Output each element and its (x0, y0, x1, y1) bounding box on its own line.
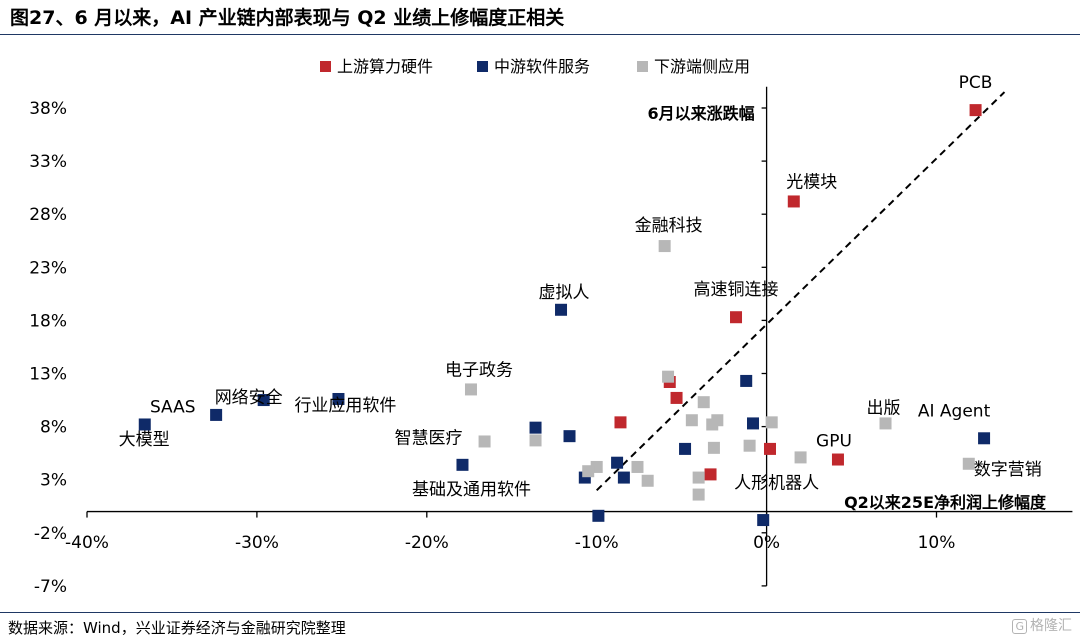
y-axis-title: 6月以来涨跌幅 (647, 104, 754, 123)
data-point (692, 471, 705, 484)
data-point (685, 414, 698, 427)
y-tick-label: -2% (34, 524, 67, 544)
data-point (478, 435, 491, 448)
point-label: 大模型 (119, 430, 170, 450)
data-point (730, 311, 743, 324)
y-tick-label: 8% (40, 418, 67, 438)
legend-label: 上游算力硬件 (337, 57, 433, 76)
y-tick-label: 3% (40, 471, 67, 491)
source-note: 数据来源：Wind，兴业证券经济与金融研究院整理 (8, 619, 346, 637)
data-point (747, 417, 760, 430)
scatter-chart: -40% -30% -20% -10% 0% 10% 38% 33% 28% 23% 18% 13% 8… (29, 57, 1073, 597)
legend-swatch (477, 61, 488, 72)
data-point (592, 509, 605, 522)
point-label: 智慧医疗 (395, 428, 463, 448)
point-label: GPU (816, 432, 852, 452)
y-tick-label: 38% (29, 99, 67, 119)
y-tick-label: -7% (34, 577, 67, 597)
data-point (969, 104, 982, 117)
y-tick-label: 33% (29, 152, 67, 172)
data-point (563, 430, 576, 443)
data-point (210, 408, 223, 421)
data-point (978, 432, 991, 445)
point-label: 出版 (867, 398, 901, 418)
data-point (743, 439, 756, 452)
point-label: 网络安全 (215, 388, 283, 408)
data-point (831, 453, 844, 466)
point-label: 行业应用软件 (294, 396, 396, 416)
x-tick-label: 0% (753, 533, 780, 553)
data-point (617, 471, 630, 484)
data-point (757, 514, 770, 527)
x-tick-label: -40% (65, 533, 109, 553)
legend-label: 中游软件服务 (494, 57, 590, 76)
point-label: SAAS (150, 397, 196, 417)
data-point (740, 374, 753, 387)
data-point (711, 414, 724, 427)
y-tick-label: 28% (29, 205, 67, 225)
point-label: PCB (959, 73, 993, 93)
point-label: 基础及通用软件 (412, 480, 531, 500)
data-point (692, 488, 705, 501)
data-point (787, 195, 800, 208)
legend-label: 下游端侧应用 (654, 57, 750, 76)
data-point (529, 434, 542, 447)
x-tick-label: -20% (405, 533, 449, 553)
logo-mark-icon: G (1012, 619, 1027, 634)
point-label: 虚拟人 (539, 283, 590, 303)
logo-text: 格隆汇 (1030, 618, 1072, 634)
data-point (765, 416, 778, 429)
data-point (679, 442, 692, 455)
figure-title: 图27、6 月以来，AI 产业链内部表现与 Q2 业绩上修幅度正相关 (10, 7, 565, 29)
data-point (962, 457, 975, 470)
data-point (641, 474, 654, 487)
trend-line (596, 91, 1006, 492)
data-point (662, 370, 675, 383)
point-label: 人形机器人 (734, 473, 819, 493)
data-point (582, 465, 595, 478)
data-point (763, 442, 776, 455)
x-tick-label: -30% (235, 533, 279, 553)
legend-swatch (637, 61, 648, 72)
data-point (794, 451, 807, 464)
point-label: 数字营销 (974, 460, 1042, 480)
data-point (611, 456, 624, 469)
data-point (614, 416, 627, 429)
footer-rule (0, 612, 1080, 613)
data-point (456, 458, 469, 471)
watermark-logo: G 格隆汇 (1012, 615, 1072, 635)
y-tick-label: 13% (29, 365, 67, 385)
legend-swatch (320, 61, 331, 72)
point-label: 光模块 (786, 172, 837, 192)
data-point (707, 441, 720, 454)
data-point (658, 240, 671, 253)
data-point (257, 394, 270, 407)
data-point (555, 303, 568, 316)
data-point (529, 421, 542, 434)
point-label: 金融科技 (635, 216, 703, 236)
data-point (332, 392, 345, 405)
data-point (138, 418, 151, 431)
title-rule (0, 34, 1080, 35)
point-label: 电子政务 (445, 360, 513, 380)
data-point (631, 460, 644, 473)
y-tick-label: 18% (29, 311, 67, 331)
y-tick-label: 23% (29, 258, 67, 278)
point-label: AI Agent (918, 401, 991, 421)
point-label: 高速铜连接 (694, 280, 779, 300)
data-point (464, 383, 477, 396)
x-tick-label: -10% (575, 533, 619, 553)
data-point (697, 396, 710, 409)
x-axis-title: Q2以来25E净利润上修幅度 (844, 493, 1047, 512)
x-tick-label: 10% (918, 533, 956, 553)
data-point (670, 391, 683, 404)
data-point (879, 417, 892, 430)
data-point (704, 468, 717, 481)
